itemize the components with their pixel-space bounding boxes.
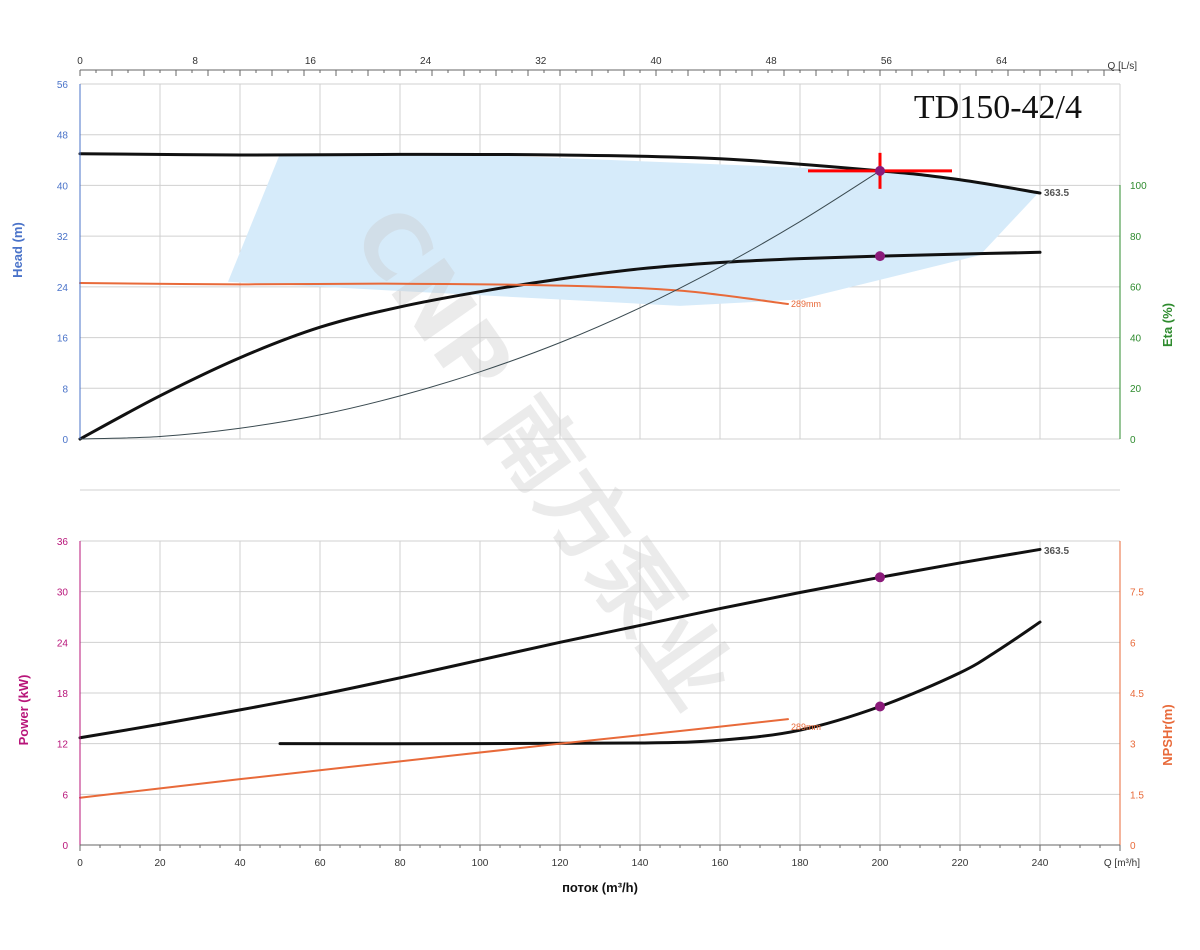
bottom-axis-tick-label: 200 [872,858,889,869]
head-tick-label: 16 [57,334,69,345]
top-axis-tick-label: 8 [192,56,198,67]
npsh-point-marker [875,701,885,712]
head-tick-label: 24 [57,283,69,294]
chart-title: TD150-42/4 [914,89,1082,126]
eta-tick-label: 100 [1130,181,1147,192]
npsh-tick-label: 6 [1130,638,1136,649]
bottom-axis-tick-label: 100 [472,858,489,869]
npsh-curve [278,620,1042,746]
bottom-axis-tick-label: 140 [632,858,649,869]
top-axis-tick-label: 0 [77,56,83,67]
tick-labels: 0 8 16 24 32 40 48 56 64081624324048560204060801… [57,56,1147,869]
npsh-tick-label: 0 [1130,841,1136,852]
small-impeller-head-label: 289mm [791,299,821,309]
bottom-axis-unit: Q [m³/h] [1104,858,1140,869]
npsh-tick-label: 7.5 [1130,588,1144,599]
top-axis-tick-label: 16 [305,56,317,67]
head-tick-label: 8 [62,384,68,395]
power-tick-label: 12 [57,740,69,751]
power-tick-label: 18 [57,689,69,700]
eta-point-marker [875,251,885,262]
eta-tick-label: 80 [1130,232,1142,243]
duty-point-marker [875,165,885,176]
bottom-axis-tick-label: 20 [154,858,166,869]
bottom-axis-tick-label: 180 [792,858,809,869]
eta-tick-label: 0 [1130,435,1136,446]
head-axis-label: Head (m) [10,222,25,278]
npsh-tick-label: 3 [1130,740,1136,751]
small-impeller-power-label: 289mm [791,722,821,732]
power-tick-label: 24 [57,638,69,649]
head-curve-label: 363.5 [1044,188,1069,199]
npsh-axis-label: NPSHr(m) [1160,704,1175,765]
power-tick-label: 6 [62,790,68,801]
power_small_impeller-curve [79,718,789,799]
power-tick-label: 36 [57,537,69,548]
head-tick-label: 56 [57,80,69,91]
markers [808,152,952,712]
eta-axis-label: Eta (%) [1160,303,1175,347]
bottom-axis-tick-label: 40 [234,858,246,869]
system_curve-curve [79,170,881,440]
power-axis-label: Power (kW) [16,675,31,746]
top-axis-tick-label: 32 [535,56,547,67]
eta-tick-label: 40 [1130,333,1142,344]
head-tick-label: 32 [57,232,69,243]
top-axis-tick-label: 56 [881,56,893,67]
top-axis-tick-label: 64 [996,56,1008,67]
x-axis-label: поток (m³/h) [562,880,638,895]
bottom-axis-tick-label: 80 [394,858,406,869]
head-tick-label: 48 [57,131,69,142]
bottom-axis-tick-label: 0 [77,858,83,869]
npsh-tick-label: 1.5 [1130,790,1144,801]
power-tick-label: 30 [57,588,69,599]
bottom-axis-tick-label: 220 [952,858,969,869]
top-axis-unit: Q [L/s] [1108,61,1138,72]
top-axis-tick-label: 24 [420,56,432,67]
operating-region-area [228,153,1040,306]
bottom-axis-tick-label: 120 [552,858,569,869]
head-tick-label: 0 [62,435,68,446]
axes [79,69,1121,851]
head-tick-label: 40 [57,181,69,192]
head-curve [78,152,1042,195]
power-curve-label: 363.5 [1044,546,1069,557]
operating-region [228,153,1040,306]
eta-tick-label: 20 [1130,384,1142,395]
head_small_impeller-curve [79,282,789,305]
bottom-axis-tick-label: 60 [314,858,326,869]
bottom-axis-tick-label: 160 [712,858,729,869]
top-axis-tick-label: 40 [650,56,662,67]
top-axis-tick-label: 48 [766,56,778,67]
eta-tick-label: 60 [1130,283,1142,294]
bottom-axis-tick-label: 240 [1032,858,1049,869]
npsh-tick-label: 4.5 [1130,689,1144,700]
power-tick-label: 0 [62,841,68,852]
power-point-marker [875,572,885,583]
